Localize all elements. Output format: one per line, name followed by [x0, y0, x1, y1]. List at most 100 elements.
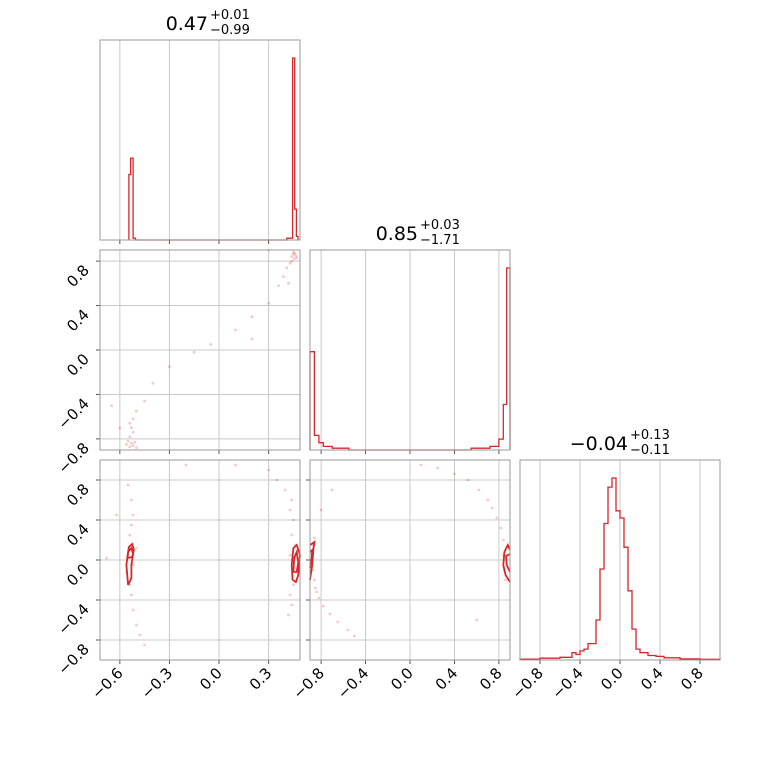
sample-point-17: [499, 526, 503, 530]
xtick-label-p2-3: 0.4: [637, 664, 667, 694]
panel-frame: [309, 459, 511, 661]
ytick-label-p1-4: 0.8: [63, 261, 93, 291]
panel-frame: [519, 459, 721, 661]
contour-0: [309, 540, 316, 581]
sample-point-25: [128, 435, 132, 439]
sample-point-8: [346, 628, 350, 632]
sample-point-14: [135, 546, 138, 550]
contour-2: [290, 543, 301, 584]
sample-point-31: [125, 443, 128, 446]
ytick-label-p1-0: −0.8: [54, 439, 92, 477]
sample-point-6: [130, 593, 133, 597]
xtick-label-p0-3: 0.3: [246, 664, 276, 694]
sample-point-3: [293, 251, 297, 255]
xtick-label-p2-0: −0.8: [508, 664, 546, 702]
tick-labels: −0.6 −0.3 0.0 0.3 −0.8 −0.4 0.0 0.4 0.8 −0.8 −0.4 0…: [54, 261, 706, 702]
sample-point-6: [328, 612, 332, 616]
hist-line-param-2: [519, 477, 721, 660]
panel-frame: [99, 249, 301, 451]
sample-point-23: [130, 426, 133, 430]
sample-point-23: [453, 472, 456, 476]
sample-point-0: [290, 255, 294, 259]
sample-point-14: [234, 328, 237, 332]
sample-point-1: [130, 523, 133, 527]
sample-point-1: [292, 253, 295, 256]
sample-point-27: [283, 488, 287, 492]
sample-point-9: [285, 266, 289, 270]
sample-point-17: [292, 518, 295, 522]
sample-point-8: [288, 261, 292, 265]
sample-point-16: [501, 538, 505, 542]
ytick-label-p2-1: −0.4: [54, 600, 92, 638]
sample-point-20: [486, 498, 490, 502]
sample-point-28: [275, 478, 279, 482]
sample-point-4: [317, 596, 321, 600]
sample-point-18: [151, 381, 155, 385]
sample-point-29: [267, 468, 270, 472]
sample-point-3: [130, 498, 133, 502]
xtick-label-p1-2: 0.0: [387, 664, 417, 694]
title-lower-param-2: −0.11: [630, 443, 670, 458]
sample-point-7: [336, 620, 340, 624]
ytick-label-p2-3: 0.4: [63, 520, 93, 550]
sample-point-15: [209, 343, 213, 346]
sample-point-28: [475, 618, 479, 622]
sample-point-13: [250, 315, 254, 319]
sample-point-20: [292, 583, 295, 587]
scatter-panel-p2-p0: [96, 459, 301, 664]
sample-point-7: [290, 259, 294, 263]
sample-point-33: [118, 426, 122, 430]
sample-point-8: [135, 623, 138, 627]
sample-point-3: [314, 586, 317, 590]
title-upper-param-1: +0.03: [420, 218, 460, 233]
sample-point-22: [290, 603, 294, 607]
sample-point-27: [130, 441, 133, 445]
contour-2: [502, 542, 511, 583]
title-value-param-2: −0.04: [570, 433, 628, 455]
sample-point-32: [115, 513, 118, 517]
xtick-label-p1-3: 0.4: [432, 664, 462, 694]
sample-point-10: [143, 643, 147, 647]
xtick-label-p1-4: 0.8: [476, 664, 506, 694]
ytick-label-p2-4: 0.8: [63, 480, 93, 510]
hist-line-param-0: [128, 57, 299, 241]
xtick-label-p0-1: −0.3: [138, 664, 176, 702]
sample-point-11: [277, 284, 280, 287]
panel-frame: [99, 39, 301, 241]
xtick-label-p0-0: −0.6: [88, 664, 126, 702]
sample-point-21: [131, 417, 135, 421]
sample-point-20: [135, 409, 138, 413]
sample-point-15: [504, 578, 507, 582]
sample-point-16: [288, 508, 292, 512]
sample-point-37: [287, 281, 290, 285]
ytick-label-p2-0: −0.8: [54, 640, 92, 678]
contour-0: [125, 546, 135, 586]
xtick-label-p1-1: −0.4: [334, 664, 372, 702]
sample-point-2: [313, 578, 316, 582]
panel-frame: [309, 249, 511, 451]
sample-point-9: [353, 634, 356, 638]
sample-point-22: [128, 421, 132, 425]
sample-point-17: [168, 365, 171, 369]
sample-point-34: [110, 404, 113, 407]
scatter-panel-p2-p1: [306, 459, 511, 664]
contour-3: [505, 553, 511, 573]
sample-point-9: [138, 633, 142, 637]
sample-point-4: [294, 254, 298, 257]
hist-panel-param-1: 0.85 +0.03 −1.71: [309, 218, 511, 454]
sample-point-11: [313, 536, 316, 540]
sample-point-30: [234, 463, 237, 467]
title-lower-param-0: −0.99: [210, 23, 250, 38]
sample-point-30: [133, 440, 137, 444]
sample-point-24: [436, 466, 440, 470]
sample-point-12: [315, 590, 319, 594]
sample-point-15: [290, 498, 294, 502]
sample-point-16: [192, 350, 196, 354]
xtick-label-p2-2: 0.0: [597, 664, 627, 694]
title-lower-param-1: −1.71: [420, 233, 460, 248]
sample-point-18: [495, 516, 499, 520]
contour-1: [309, 547, 314, 569]
sample-point-33: [105, 556, 108, 560]
hist-panel-param-0: 0.47 +0.01 −0.99: [99, 8, 301, 244]
